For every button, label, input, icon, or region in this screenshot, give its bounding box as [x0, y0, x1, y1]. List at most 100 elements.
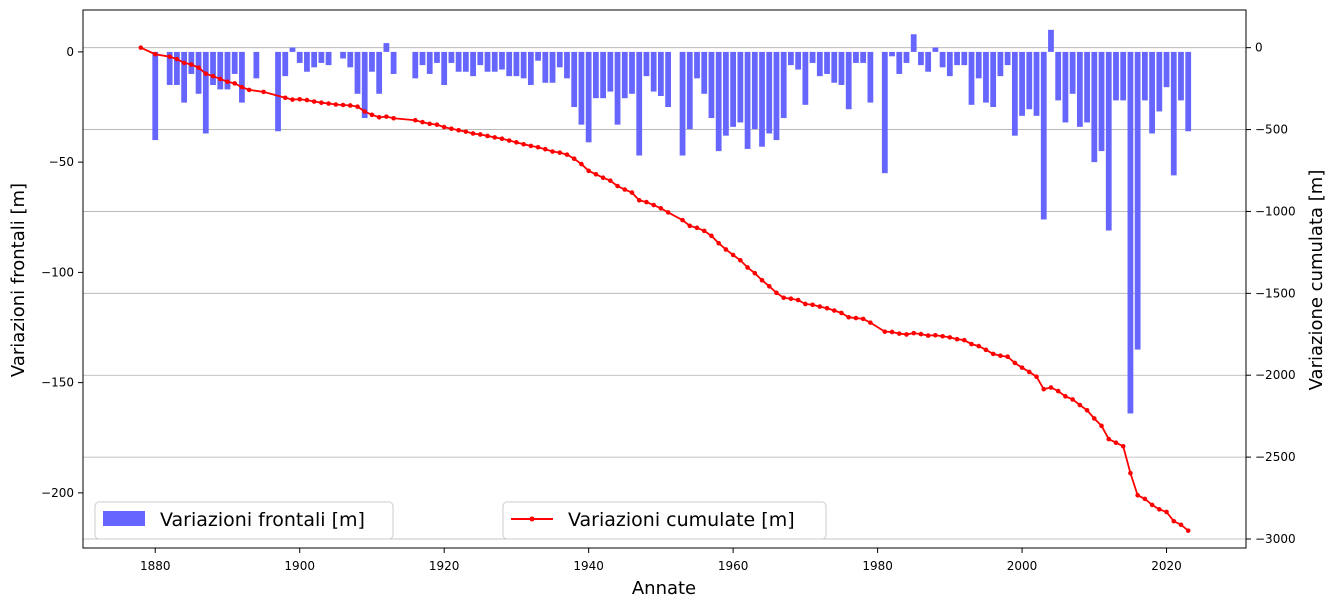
bar: [296, 51, 303, 63]
line-point: [954, 336, 960, 342]
bar: [1105, 51, 1112, 231]
line-point: [181, 60, 187, 66]
line-point: [376, 114, 382, 120]
line-point: [701, 228, 707, 234]
bar: [354, 51, 361, 94]
line-point: [1048, 385, 1054, 390]
line-point: [933, 332, 938, 338]
bar: [802, 51, 809, 105]
line-point: [528, 143, 534, 149]
bar: [853, 51, 859, 63]
bar: [527, 51, 534, 85]
line-point: [571, 156, 577, 162]
bar: [1149, 51, 1155, 134]
line-point: [362, 109, 368, 114]
bar: [1127, 51, 1134, 414]
line-point: [514, 140, 519, 145]
line-point: [203, 71, 209, 77]
line-point: [441, 124, 447, 130]
bar: [369, 51, 375, 72]
line-point: [138, 45, 144, 50]
bar: [961, 51, 968, 66]
right-tick-label: −3000: [1255, 532, 1296, 546]
x-tick-label: 1880: [140, 559, 171, 573]
x-tick-label: 1980: [862, 559, 893, 573]
x-tick-label: 1920: [429, 559, 460, 573]
bar: [181, 51, 188, 103]
line-point: [311, 99, 317, 104]
bar: [195, 51, 202, 94]
line-point: [1106, 436, 1112, 442]
line-point: [817, 304, 823, 309]
line-point: [608, 178, 613, 183]
line-point: [521, 141, 526, 147]
bar: [174, 51, 180, 85]
bar: [325, 51, 332, 66]
line-point: [333, 102, 339, 107]
bar: [455, 51, 462, 72]
line-point: [983, 347, 989, 353]
bar: [600, 51, 606, 99]
bar: [751, 51, 758, 130]
bar: [318, 51, 325, 63]
line-point: [1113, 440, 1119, 445]
line-point: [189, 62, 194, 67]
bar: [253, 51, 260, 79]
line-point: [709, 233, 714, 239]
bar: [1113, 51, 1119, 101]
bar: [1062, 51, 1069, 123]
bar: [809, 51, 816, 63]
bar: [1004, 51, 1011, 66]
bar: [968, 51, 975, 105]
bar: [390, 51, 397, 74]
line-point: [427, 121, 433, 127]
bar: [462, 51, 469, 72]
line-point: [210, 73, 216, 79]
bar: [1170, 51, 1177, 176]
bar: [1076, 51, 1083, 127]
bar: [202, 51, 209, 134]
bar: [773, 51, 780, 141]
bar: [845, 51, 852, 110]
line-point: [586, 168, 591, 174]
bar: [376, 51, 383, 94]
line-point: [651, 202, 656, 208]
right-axis-title: Variazione cumulata [m]: [1306, 170, 1327, 391]
left-tick-label: 0: [66, 45, 74, 59]
line-point: [1034, 374, 1039, 379]
line-point: [499, 136, 505, 142]
line-point: [658, 206, 664, 211]
line-point: [456, 127, 461, 133]
bar: [513, 51, 520, 77]
left-axis-title: Variazioni frontali [m]: [8, 183, 29, 377]
legend-bars-box: [94, 501, 394, 540]
bar: [759, 51, 765, 147]
bar: [744, 51, 751, 149]
right-tick-label: −1000: [1255, 204, 1296, 218]
line-point: [665, 210, 671, 215]
line-point: [716, 240, 721, 246]
line-point: [788, 296, 794, 302]
line-point: [485, 133, 490, 139]
line-point: [766, 283, 772, 289]
bar: [470, 51, 476, 77]
line-point: [557, 150, 563, 155]
bar: [607, 51, 614, 92]
line-point: [1157, 507, 1162, 512]
bar: [650, 51, 657, 92]
bar: [448, 51, 455, 63]
line-point: [824, 305, 830, 311]
bar: [788, 51, 794, 66]
bar: [918, 51, 924, 66]
bar: [535, 51, 541, 61]
bar: [881, 51, 888, 174]
line-point: [174, 56, 180, 62]
bar: [636, 51, 643, 156]
right-tick-label: −500: [1255, 123, 1288, 137]
left-tick-label: −200: [41, 486, 74, 500]
line-point: [319, 100, 324, 105]
left-tick-label: −100: [41, 265, 74, 279]
line-point: [1092, 416, 1097, 421]
bar: [564, 51, 570, 79]
bar: [925, 51, 932, 72]
